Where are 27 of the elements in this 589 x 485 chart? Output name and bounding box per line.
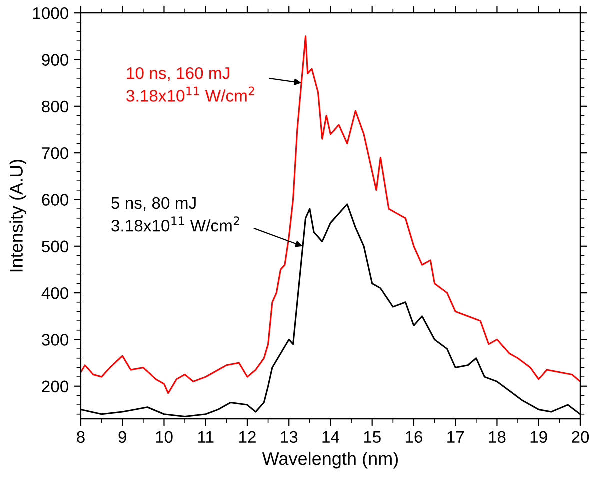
annotation: 10 ns, 160 mJ 3.18x10$^{11}$ W/cm$^{2}$ [126,67,254,102]
line-series [80,36,580,394]
x-tick-label: 15 [364,431,381,444]
y-tick-label: 500 [42,240,69,253]
y-tick-label: 600 [42,194,69,206]
x-tick-label: 19 [530,431,548,444]
x-tick-label: 11 [198,431,214,443]
y-axis-title: Intensity (A.U) [10,160,27,272]
x-tick-label: 10 [156,431,173,444]
x-axis-title: Wavelength (nm) [262,452,398,469]
x-tick-label: 9 [118,431,126,444]
y-tick-label: 200 [42,380,69,393]
y-tick-label: 800 [42,100,69,113]
x-tick-label: 8 [77,431,85,444]
y-tick-label: 1000 [33,7,69,20]
x-tick-label: 12 [239,431,256,443]
x-tick-label: 20 [572,431,589,444]
x-tick-label: 14 [322,431,340,443]
annotation: 5 ns, 80 mJ 3.18x10$^{11}$ W/cm$^{2}$ [112,197,240,232]
x-tick-label: 17 [448,431,464,443]
y-tick-label: 400 [42,287,69,300]
y-tick-label: 300 [42,334,69,346]
x-tick-label: 16 [406,431,423,444]
y-tick-label: 700 [42,147,69,160]
x-tick-label: 18 [489,431,506,444]
y-tick-label: 900 [42,54,69,66]
x-tick-label: 13 [281,431,298,444]
